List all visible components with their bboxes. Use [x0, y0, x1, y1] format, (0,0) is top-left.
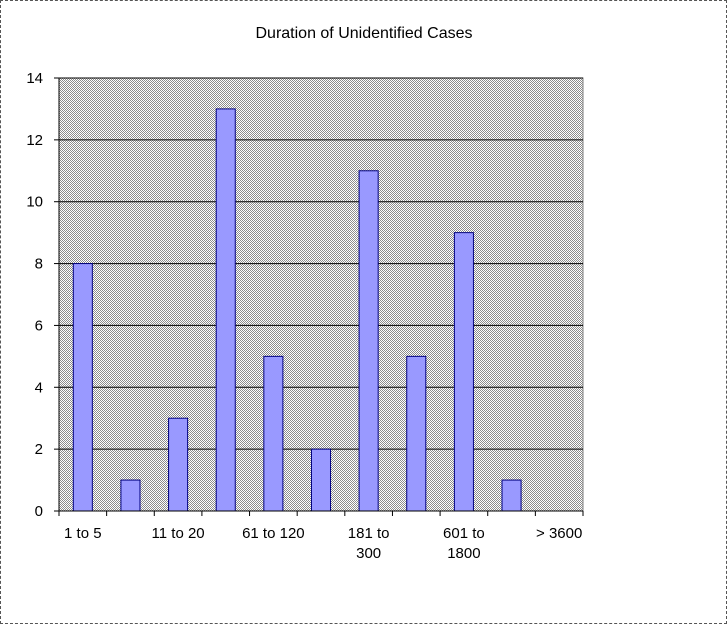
x-tick-labels: 1 to 5 11 to 20 61 to 120 181 to 300 601 to 18…	[64, 525, 582, 562]
bar-9	[501, 479, 522, 512]
bar-0	[72, 263, 93, 512]
bar-6	[358, 170, 379, 512]
x-tick-label: 1 to 5	[64, 525, 102, 542]
y-tick-label: 0	[35, 503, 43, 520]
x-tick-label: > 3600	[536, 525, 582, 542]
bar-5	[310, 448, 332, 512]
x-tick-label: 601 to 1800	[443, 525, 485, 562]
x-tick-label: 61 to 120	[242, 525, 305, 542]
bar-8	[453, 232, 474, 512]
plot-area	[58, 77, 584, 512]
y-tick-label: 6	[35, 317, 43, 334]
bar-1	[120, 479, 141, 512]
bar-2	[168, 417, 189, 512]
y-tick-labels: 0 2 4 6 8 10 12 14	[26, 70, 43, 520]
bar-4	[263, 355, 284, 512]
y-tick-label: 2	[35, 441, 43, 458]
bar-3	[215, 108, 236, 512]
chart-title: Duration of Unidentified Cases	[255, 25, 472, 42]
bars	[72, 108, 522, 512]
x-tick-label: 181 to 300	[348, 525, 390, 562]
y-tick-label: 14	[26, 70, 43, 87]
axes	[54, 77, 584, 516]
x-tick-label: 11 to 20	[152, 525, 205, 542]
y-tick-label: 12	[26, 132, 43, 149]
y-tick-label: 8	[35, 256, 43, 273]
bar-7	[406, 355, 427, 512]
y-tick-label: 10	[26, 194, 43, 211]
gridlines	[59, 77, 583, 450]
y-tick-label: 4	[35, 379, 43, 396]
